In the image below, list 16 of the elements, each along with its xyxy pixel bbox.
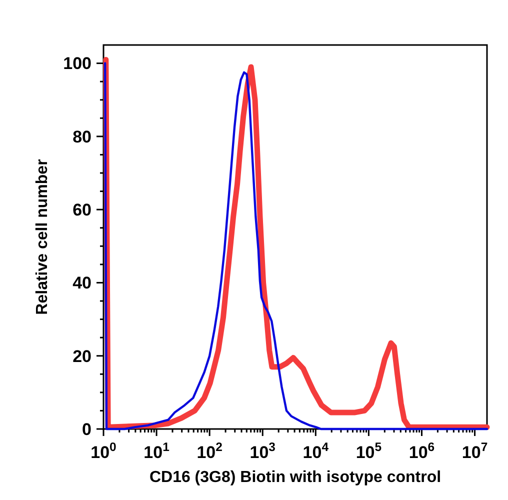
x-tick-label: 10$^{7}$ [462,440,488,462]
x-tick-label: 10$^{6}$ [408,440,435,462]
x-axis-title: CD16 (3G8) Biotin with isotype control [149,469,442,486]
y-tick-label: 60 [72,200,92,220]
y-tick-label: 0 [82,420,92,439]
x-tick-label: 10$^{4}$ [302,440,329,462]
x-tick-label: 10$^{2}$ [196,440,223,462]
y-tick-label: 80 [72,127,92,146]
y-axis-title: Relative cell number [34,159,51,315]
x-tick-label: 10$^{1}$ [144,440,170,462]
y-tick-label: 20 [72,346,92,366]
y-tick-label: 40 [72,274,92,293]
x-tick-label: 10$^{0}$ [90,440,117,462]
x-tick-label: 10$^{5}$ [356,440,382,462]
x-tick-label: 10$^{3}$ [250,440,276,462]
y-tick-label: 100 [63,54,92,74]
